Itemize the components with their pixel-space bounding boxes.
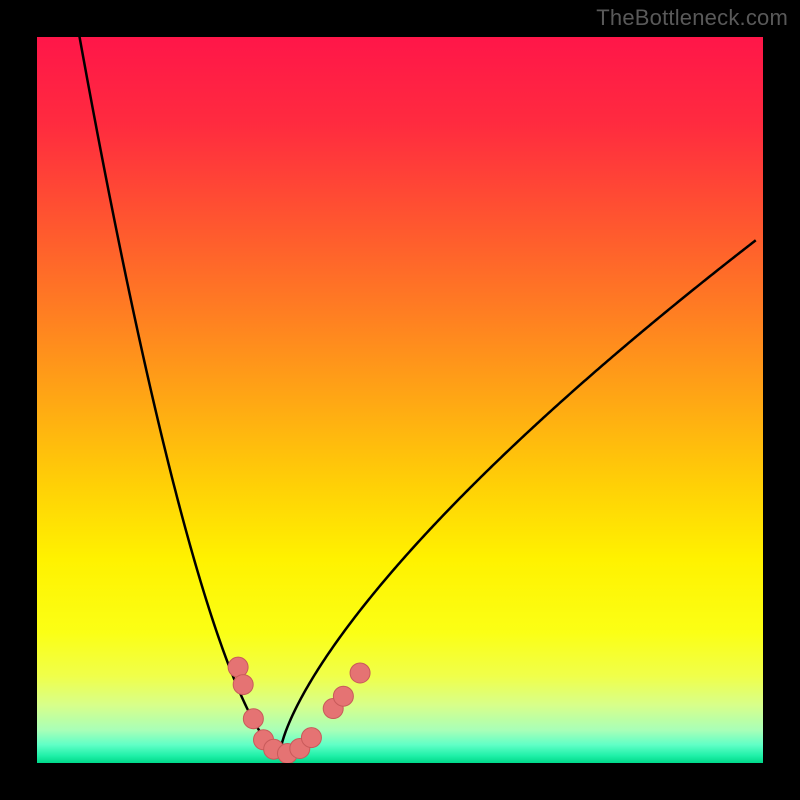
curve-marker <box>333 686 353 706</box>
plot-background <box>37 37 763 763</box>
chart-container: TheBottleneck.com <box>0 0 800 800</box>
watermark-text: TheBottleneck.com <box>596 5 788 31</box>
curve-marker <box>233 675 253 695</box>
curve-marker <box>301 728 321 748</box>
curve-marker <box>350 663 370 683</box>
bottleneck-chart <box>0 0 800 800</box>
curve-marker <box>228 657 248 677</box>
curve-marker <box>243 709 263 729</box>
